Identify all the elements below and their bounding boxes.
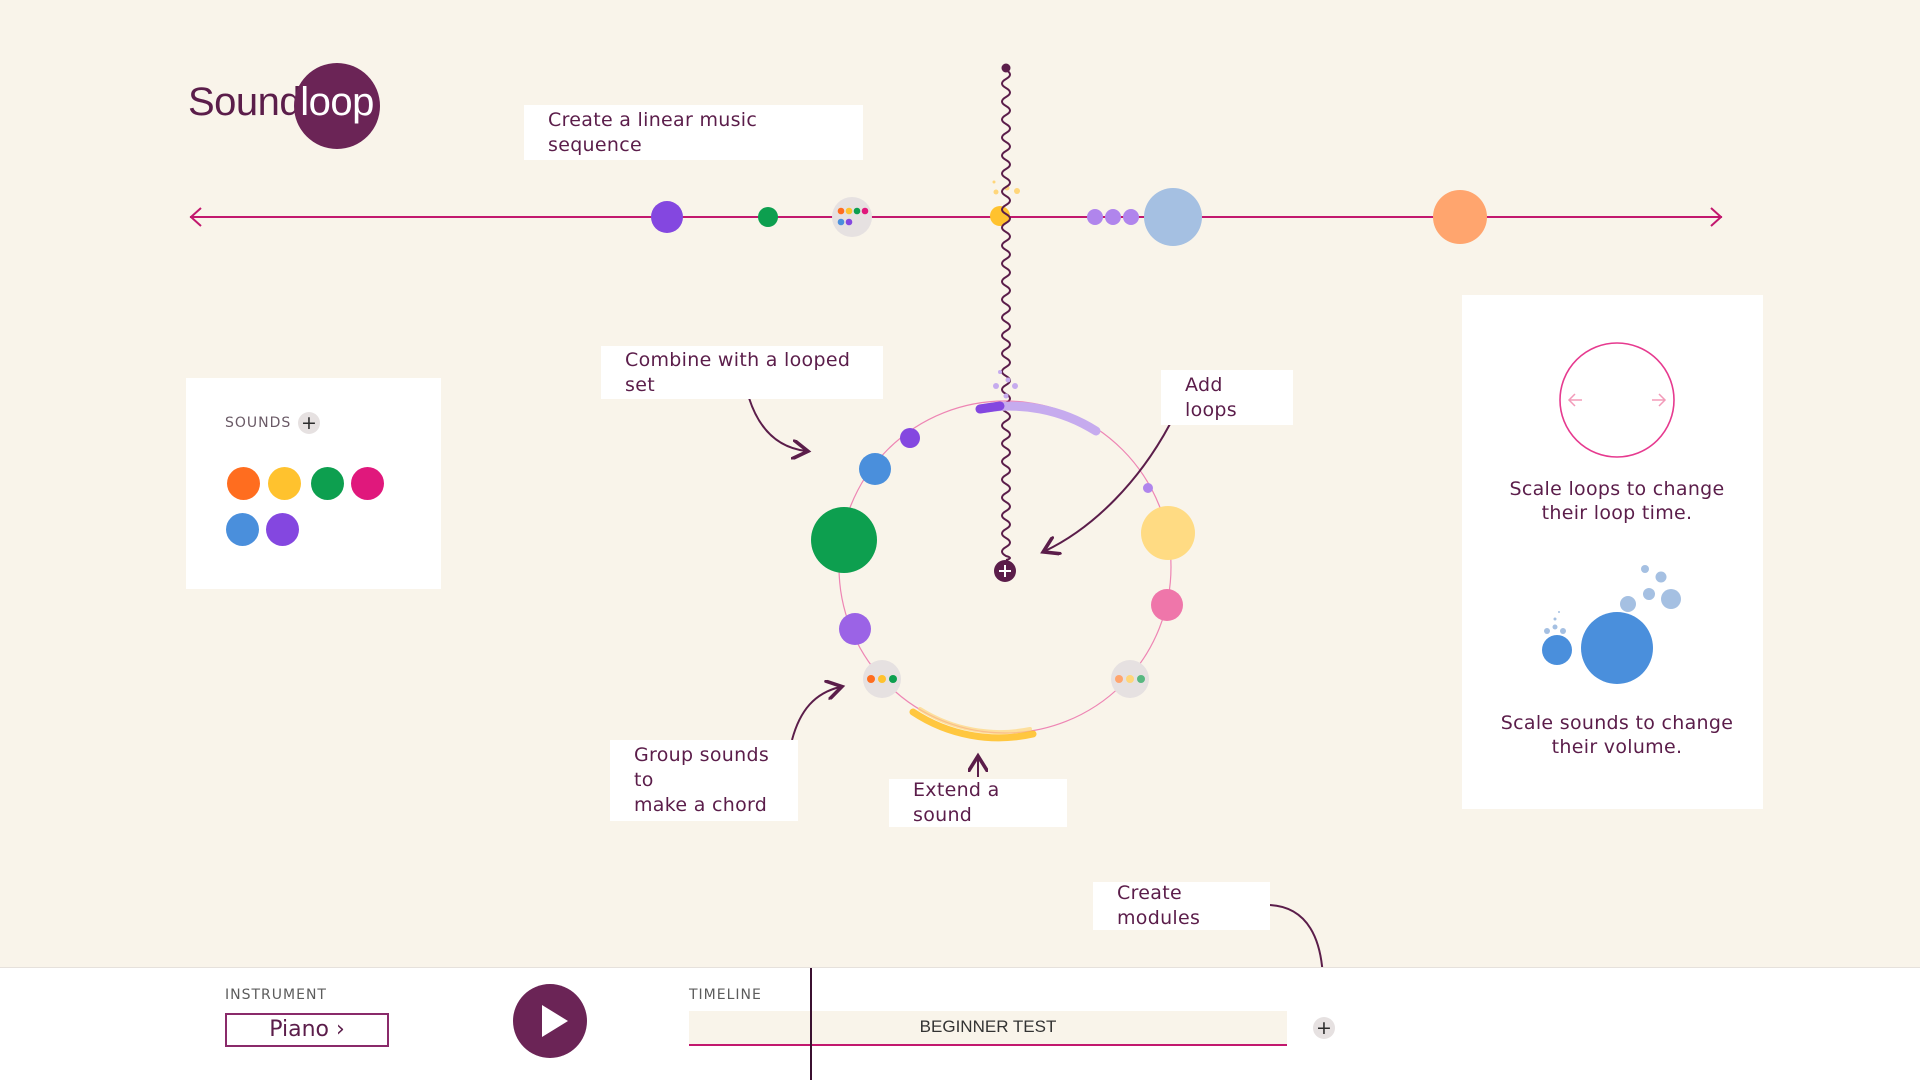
- sounds-title: SOUNDS: [225, 415, 292, 431]
- chord-group[interactable]: [1111, 660, 1149, 698]
- chord-group[interactable]: [863, 660, 901, 698]
- add-sound-button[interactable]: +: [298, 412, 320, 434]
- sound-note[interactable]: [839, 613, 871, 645]
- sound-swatch-orange[interactable]: [227, 467, 260, 500]
- arrow-right-icon: [1710, 207, 1723, 227]
- callout-create-modules: Create modules: [1093, 882, 1270, 930]
- extended-sound[interactable]: [909, 708, 1037, 742]
- sound-note[interactable]: [1141, 506, 1195, 560]
- callout-text: Combine with a looped set: [625, 348, 851, 396]
- callout-text: Create a linear music sequence: [548, 108, 758, 156]
- info-panel: [1462, 295, 1763, 809]
- playhead[interactable]: [810, 968, 812, 1080]
- sound-note[interactable]: [1105, 209, 1121, 225]
- sound-note[interactable]: [1433, 190, 1487, 244]
- callout-arrows: [748, 397, 1324, 967]
- add-module-button[interactable]: +: [1313, 1017, 1335, 1039]
- info-line: Scale loops to change: [1509, 478, 1725, 500]
- info-line: their volume.: [1551, 736, 1683, 758]
- sound-note[interactable]: [859, 453, 891, 485]
- logo-word: Sound: [188, 80, 302, 124]
- loop-connector: [1001, 63, 1011, 561]
- logo-loop-word: loop: [300, 80, 374, 124]
- linear-sequence: [189, 180, 1723, 246]
- sound-note[interactable]: [1123, 209, 1139, 225]
- callout-text: Add loops: [1185, 373, 1237, 421]
- callout-group-chord: Group sounds to make a chord: [610, 740, 798, 821]
- sound-swatch-purple[interactable]: [266, 513, 299, 546]
- callout-text: make a chord: [634, 794, 768, 816]
- add-loop-button[interactable]: [994, 560, 1016, 582]
- callout-extend-sound: Extend a sound: [889, 779, 1067, 827]
- instrument-select[interactable]: Piano ›: [225, 1013, 389, 1047]
- sound-swatch-blue[interactable]: [226, 513, 259, 546]
- timeline-module[interactable]: BEGINNER TEST: [689, 1011, 1287, 1046]
- arrow-left-icon: [189, 207, 202, 227]
- sound-note[interactable]: [900, 428, 920, 448]
- callout-text: Create modules: [1117, 882, 1201, 929]
- scale-sounds-text: Scale sounds to change their volume.: [1462, 711, 1772, 759]
- sound-swatch-green[interactable]: [311, 467, 344, 500]
- callout-linear-sequence: Create a linear music sequence: [524, 105, 863, 160]
- sound-note[interactable]: [1144, 188, 1202, 246]
- sound-note[interactable]: [758, 207, 778, 227]
- sound-note[interactable]: [811, 507, 877, 573]
- callout-text: Group sounds to: [634, 744, 770, 791]
- sound-scale-icon: [1542, 565, 1681, 684]
- timeline-module-name: BEGINNER TEST: [919, 1017, 1057, 1036]
- callout-text: Extend a sound: [913, 779, 1000, 826]
- sound-swatch-yellow[interactable]: [268, 467, 301, 500]
- chord-group[interactable]: [832, 197, 872, 237]
- sound-note[interactable]: [1087, 209, 1103, 225]
- play-button[interactable]: [513, 984, 587, 1058]
- scale-loops-text: Scale loops to change their loop time.: [1462, 477, 1772, 525]
- callout-combine-loop: Combine with a looped set: [601, 346, 883, 399]
- instrument-label: INSTRUMENT: [225, 987, 327, 1003]
- info-line: Scale sounds to change: [1500, 712, 1734, 734]
- sound-swatch-pink[interactable]: [351, 467, 384, 500]
- sequencer-canvas: [189, 63, 1723, 967]
- sound-note[interactable]: [1143, 483, 1153, 493]
- timeline-label: TIMELINE: [689, 987, 762, 1003]
- loop[interactable]: [811, 370, 1195, 742]
- sound-note[interactable]: [990, 206, 1010, 226]
- callout-add-loops: Add loops: [1161, 370, 1293, 425]
- plus-icon: +: [301, 412, 317, 434]
- sound-note[interactable]: [1151, 589, 1183, 621]
- logo-circle: [294, 63, 380, 149]
- info-line: their loop time.: [1541, 502, 1693, 524]
- plus-icon: +: [1316, 1017, 1332, 1039]
- sound-note[interactable]: [651, 201, 683, 233]
- play-icon: [542, 1005, 568, 1037]
- loop-scale-icon: [1559, 342, 1675, 458]
